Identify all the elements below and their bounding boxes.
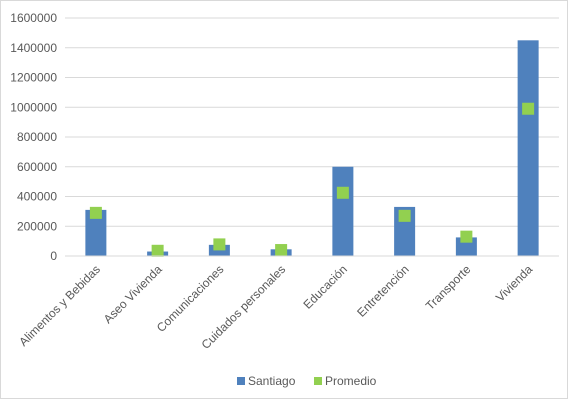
bar-santiago-0 <box>85 209 107 256</box>
gridlines <box>65 17 559 227</box>
bar-santiago-7 <box>517 40 539 256</box>
legend-swatch-0 <box>237 377 245 385</box>
y-tick-label: 400000 <box>17 190 57 204</box>
marker-promedio-6 <box>460 230 473 243</box>
marker-promedio-0 <box>89 206 102 219</box>
marker-promedio-3 <box>275 244 288 257</box>
marker-promedio-2 <box>213 238 226 251</box>
x-tick-label: Vivienda <box>493 262 536 305</box>
y-tick-label: 600000 <box>17 160 57 174</box>
y-tick-label: 1600000 <box>10 11 57 25</box>
santiago-bars <box>85 40 539 256</box>
bar-santiago-4 <box>332 166 354 256</box>
marker-promedio-1 <box>151 244 164 257</box>
y-tick-label: 1400000 <box>10 41 57 55</box>
legend: Santiago Promedio <box>237 374 377 388</box>
y-tick-label: 1000000 <box>10 100 57 114</box>
bar-santiago-2 <box>208 244 230 256</box>
y-tick-label: 0 <box>50 249 57 263</box>
legend-label-0: Santiago <box>248 374 296 388</box>
legend-label-1: Promedio <box>325 374 377 388</box>
x-tick-label: Aseo Vivienda <box>101 262 165 326</box>
x-tick-label: Alimentos y Bebidas <box>16 262 103 349</box>
y-axis-tick-labels: 0 200000 400000 600000 800000 1000000 1200000 1… <box>10 11 57 263</box>
x-tick-label: Entretención <box>354 262 412 320</box>
promedio-markers <box>89 102 535 257</box>
y-tick-label: 1200000 <box>10 71 57 85</box>
marker-promedio-5 <box>398 209 411 222</box>
y-tick-label: 200000 <box>17 219 57 233</box>
x-tick-label: Educación <box>300 262 350 312</box>
marker-promedio-7 <box>522 102 535 115</box>
legend-swatch-1 <box>314 377 322 385</box>
y-tick-label: 800000 <box>17 130 57 144</box>
marker-promedio-4 <box>336 186 349 199</box>
x-tick-label: Transporte <box>423 262 474 313</box>
